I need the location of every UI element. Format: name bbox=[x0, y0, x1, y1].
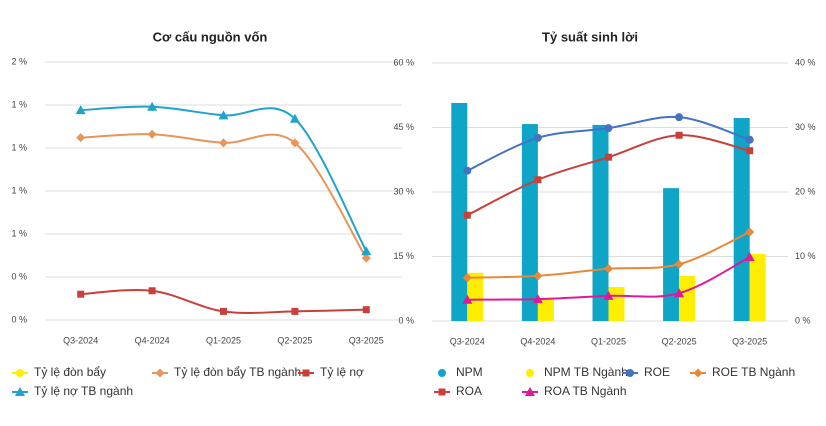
point bbox=[532, 294, 543, 304]
x-tick-label: Q3-2025 bbox=[349, 335, 384, 345]
y-tick-label: 0 % bbox=[11, 271, 27, 281]
legend-label: ROE bbox=[644, 365, 670, 379]
bar bbox=[679, 275, 696, 321]
point bbox=[220, 307, 227, 315]
y2-tick-label: 10 % bbox=[795, 251, 816, 261]
point bbox=[675, 113, 684, 122]
bar bbox=[592, 124, 609, 321]
bar bbox=[608, 287, 625, 321]
y2-tick-label: 0 % bbox=[795, 315, 811, 325]
legend-label: NPM bbox=[456, 365, 483, 379]
y-tick-label: 15 % bbox=[393, 251, 414, 261]
x-tick-label: Q4-2024 bbox=[520, 336, 555, 346]
point bbox=[603, 290, 614, 300]
legend-swatch bbox=[693, 368, 703, 378]
point bbox=[148, 287, 156, 295]
point bbox=[218, 110, 229, 120]
legend-swatch bbox=[525, 387, 535, 396]
y-tick-label: 30 % bbox=[393, 186, 414, 196]
bar bbox=[733, 118, 750, 321]
legend-label: Tỷ lệ nợ TB ngành bbox=[34, 384, 133, 398]
legend-swatch bbox=[438, 369, 446, 377]
bar bbox=[663, 188, 680, 321]
legend-label: Tỷ lệ đòn bẩy TB ngành bbox=[174, 365, 301, 379]
point bbox=[289, 113, 300, 123]
legend-label: Tỷ lệ nợ bbox=[320, 365, 364, 379]
series-line bbox=[80, 105, 368, 252]
point bbox=[675, 131, 683, 139]
y-tick-label: 1 % bbox=[11, 228, 27, 238]
point bbox=[76, 133, 86, 143]
legend-label: Tỷ lệ đòn bẩy bbox=[34, 365, 106, 379]
point bbox=[463, 166, 472, 175]
point bbox=[77, 290, 85, 298]
point bbox=[674, 288, 685, 298]
y-tick-label: 1 % bbox=[11, 185, 27, 195]
legend-swatch bbox=[526, 369, 534, 377]
point bbox=[291, 307, 299, 315]
y-tick-label: 45 % bbox=[393, 122, 414, 132]
legend-label: ROA TB Ngành bbox=[544, 384, 627, 398]
x-tick-label: Q3-2025 bbox=[732, 336, 767, 346]
legend-swatch bbox=[626, 369, 634, 377]
legend-swatch bbox=[15, 387, 25, 396]
legend-swatch bbox=[155, 368, 165, 378]
point bbox=[361, 253, 371, 263]
point bbox=[361, 246, 372, 256]
x-tick-label: Q4-2024 bbox=[135, 335, 170, 345]
point bbox=[604, 264, 613, 274]
point bbox=[534, 176, 542, 184]
bar bbox=[537, 298, 554, 321]
point bbox=[219, 138, 228, 148]
series-line bbox=[80, 133, 368, 259]
bar bbox=[451, 102, 468, 322]
y2-tick-label: 20 % bbox=[795, 186, 816, 196]
chart-title: Tỷ suất sinh lời bbox=[542, 29, 638, 44]
y-tick-label: 0 % bbox=[398, 315, 414, 325]
point bbox=[75, 105, 86, 115]
legend-label: ROA bbox=[456, 384, 482, 398]
legend-swatch bbox=[16, 369, 24, 377]
y-tick-label: 2 % bbox=[11, 56, 27, 66]
point bbox=[745, 135, 754, 144]
point bbox=[744, 252, 755, 262]
y-tick-label: 1 % bbox=[11, 142, 27, 152]
y-tick-label: 60 % bbox=[393, 57, 414, 67]
point bbox=[674, 259, 684, 269]
bar bbox=[749, 253, 766, 321]
point bbox=[605, 153, 612, 161]
legend-label: NPM TB Ngành bbox=[544, 365, 628, 379]
point bbox=[290, 138, 300, 148]
point bbox=[462, 273, 472, 283]
point bbox=[147, 101, 158, 111]
y2-tick-label: 40 % bbox=[795, 57, 816, 67]
x-tick-label: Q3-2024 bbox=[450, 336, 485, 346]
point bbox=[604, 124, 613, 133]
legend-swatch bbox=[438, 388, 446, 396]
bar bbox=[467, 272, 484, 321]
point bbox=[147, 129, 157, 139]
bar bbox=[521, 124, 538, 321]
x-tick-label: Q2-2025 bbox=[662, 336, 697, 346]
y2-tick-label: 30 % bbox=[795, 122, 816, 132]
point bbox=[533, 271, 543, 281]
legend-label: ROE TB Ngành bbox=[712, 365, 795, 379]
x-tick-label: Q1-2025 bbox=[591, 336, 626, 346]
point bbox=[533, 133, 542, 142]
x-tick-label: Q3-2024 bbox=[63, 335, 98, 345]
point bbox=[746, 147, 754, 155]
y-tick-label: 1 % bbox=[11, 99, 27, 109]
legend-swatch bbox=[302, 369, 310, 377]
point bbox=[362, 306, 370, 314]
x-tick-label: Q2-2025 bbox=[277, 335, 312, 345]
x-tick-label: Q1-2025 bbox=[206, 335, 241, 345]
y-tick-label: 0 % bbox=[11, 314, 27, 324]
point bbox=[745, 227, 755, 237]
point bbox=[463, 211, 471, 219]
chart-title: Cơ cấu nguồn vốn bbox=[153, 29, 268, 44]
point bbox=[462, 294, 473, 304]
